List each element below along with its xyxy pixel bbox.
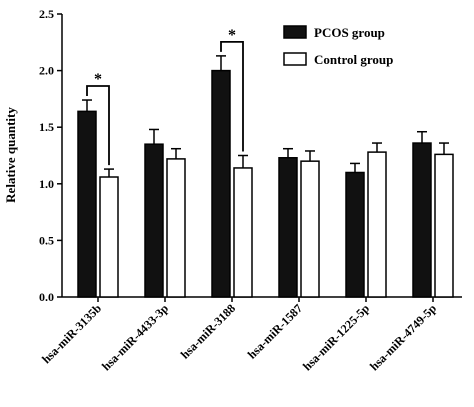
x-tick-label: hsa-miR-3188 xyxy=(178,301,238,361)
bar-control-group xyxy=(99,176,119,298)
y-tick-label: 1.0 xyxy=(39,177,54,191)
bar-control-group xyxy=(367,151,387,298)
legend-label: Control group xyxy=(314,52,393,67)
bar-pcos-group xyxy=(412,142,432,298)
y-tick-label: 1.5 xyxy=(39,120,54,134)
legend: PCOS group Control group xyxy=(283,25,393,67)
legend-swatch xyxy=(283,52,307,66)
x-tick-label: hsa-miR-1225-5p xyxy=(300,301,372,373)
bar-pcos-group xyxy=(345,171,365,298)
bar-pcos-group xyxy=(144,143,164,298)
significance-star: * xyxy=(228,27,236,44)
legend-label: PCOS group xyxy=(314,25,385,40)
significance-star: * xyxy=(94,71,102,88)
significance-bracket xyxy=(86,85,110,166)
y-tick-label: 2.5 xyxy=(39,7,54,21)
x-tick-label: hsa-miR-4433-3p xyxy=(99,301,171,373)
legend-swatch xyxy=(283,25,307,39)
bars-group xyxy=(77,55,454,298)
significance-annotations: ** xyxy=(86,27,244,166)
x-tick-label: hsa-miR-4749-5p xyxy=(367,301,439,373)
bar-pcos-group xyxy=(211,69,231,298)
bar-pcos-group xyxy=(77,110,97,298)
significance-bracket xyxy=(220,40,244,152)
y-axis: 0.0 0.5 1.0 1.5 2.0 2.5 xyxy=(39,7,63,304)
bar-control-group xyxy=(233,167,253,298)
bar-control-group xyxy=(166,158,186,298)
x-tick-label: hsa-miR-1587 xyxy=(245,301,305,361)
x-tick-label: hsa-miR-3135b xyxy=(39,301,104,366)
y-tick-label: 0.5 xyxy=(39,233,54,247)
y-tick-label: 0.0 xyxy=(39,290,54,304)
bar-control-group xyxy=(300,160,320,298)
bar-pcos-group xyxy=(278,157,298,298)
bar-control-group xyxy=(434,153,454,298)
y-tick-label: 2.0 xyxy=(39,64,54,78)
y-axis-label: Relative quantity xyxy=(3,107,18,203)
